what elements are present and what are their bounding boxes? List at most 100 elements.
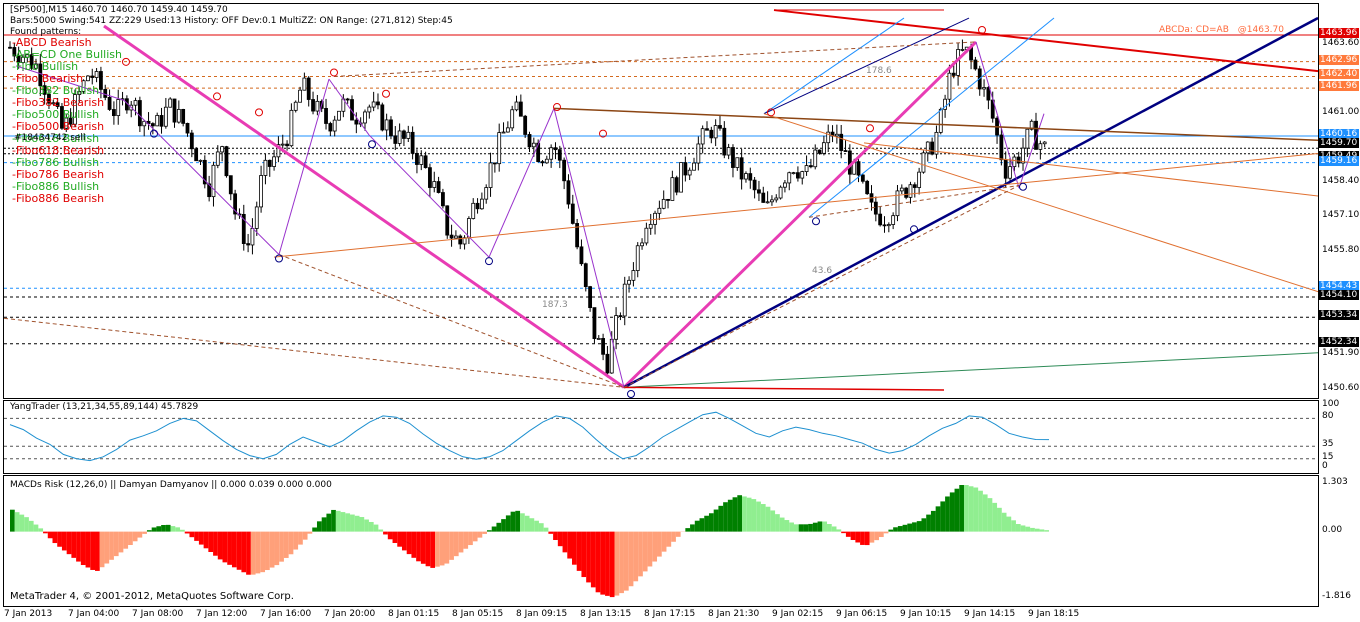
macd-bar bbox=[505, 515, 511, 532]
pivot-low-marker bbox=[1019, 182, 1027, 191]
zigzag-segment bbox=[328, 78, 370, 136]
macd-bar bbox=[33, 524, 39, 532]
price-level-tag: 1453.34 bbox=[1319, 310, 1359, 321]
candle-body bbox=[536, 142, 541, 163]
pivot-high-marker bbox=[382, 89, 390, 98]
time-tick-label: 9 Jan 10:15 bbox=[900, 609, 952, 619]
macd-bar bbox=[142, 531, 147, 534]
macd-bar bbox=[335, 510, 341, 532]
macd-bar bbox=[548, 531, 554, 534]
candle-body bbox=[181, 109, 186, 124]
candle-body bbox=[47, 93, 51, 104]
macd-bar bbox=[557, 531, 563, 547]
candle-body bbox=[194, 148, 199, 162]
candle-body bbox=[882, 224, 887, 227]
candle-body bbox=[302, 77, 307, 91]
candle-body bbox=[596, 338, 601, 340]
price-axis: 1463.60 1461.00 1458.40 1457.10 1455.80 1451.… bbox=[1318, 3, 1360, 397]
fib-43-label: 43.6 bbox=[812, 266, 833, 276]
macd-bar bbox=[926, 514, 931, 532]
chart-status-line: Bars:5000 Swing:541 ZZ:229 Used:13 Histo… bbox=[10, 16, 453, 26]
candle-body bbox=[687, 169, 692, 176]
candle-body bbox=[934, 131, 939, 155]
candle-body bbox=[337, 110, 341, 121]
macd-bar bbox=[869, 531, 875, 543]
trade-label: #18434742 sell bbox=[14, 133, 86, 143]
price-level-tag: 1459.70 bbox=[1319, 138, 1359, 149]
macd-bar bbox=[515, 510, 521, 532]
price-tick-label: 1461.00 bbox=[1322, 106, 1360, 117]
candle-body bbox=[501, 131, 506, 134]
macd-bar bbox=[383, 531, 388, 535]
price-level-tag: 1462.96 bbox=[1319, 54, 1359, 65]
candle-body bbox=[748, 173, 753, 181]
macd-bar bbox=[793, 524, 799, 532]
candle-body bbox=[912, 184, 917, 188]
pattern-label: -Fibo Bullish bbox=[12, 60, 79, 73]
price-tick-label: 1458.40 bbox=[1322, 175, 1360, 186]
macd-bar bbox=[954, 488, 960, 532]
fib-fan-line bbox=[623, 184, 1020, 388]
candle-body bbox=[683, 162, 688, 176]
candle-body bbox=[423, 155, 428, 169]
macd-bar bbox=[694, 520, 700, 532]
channel-line bbox=[763, 17, 905, 115]
pivot-low-marker bbox=[275, 254, 283, 263]
candle-body bbox=[843, 150, 848, 152]
macd-bar bbox=[619, 531, 624, 594]
candle-body bbox=[384, 119, 389, 131]
candle-body bbox=[263, 159, 268, 176]
macd-bar bbox=[945, 496, 950, 532]
candle-body bbox=[891, 215, 896, 225]
macd-bar bbox=[590, 531, 596, 588]
macd-bar bbox=[666, 531, 672, 547]
pattern-label: -Fibo Bearish bbox=[12, 72, 84, 85]
candle-body bbox=[345, 98, 350, 101]
price-level-tag: 1459.16 bbox=[1319, 155, 1359, 166]
price-chart-panel[interactable]: [SP500],M15 1460.70 1460.70 1459.40 1459… bbox=[3, 3, 1319, 399]
candle-body bbox=[860, 174, 865, 182]
macd-bar bbox=[827, 523, 832, 532]
price-tick-label: 1451.90 bbox=[1322, 348, 1360, 359]
macd-bar bbox=[213, 531, 218, 556]
candle-body bbox=[826, 131, 831, 144]
candle-body bbox=[644, 227, 649, 244]
macd-bar bbox=[71, 531, 77, 558]
macd-bar bbox=[194, 531, 199, 541]
macd-bar bbox=[293, 531, 299, 550]
macd-bar bbox=[1020, 525, 1026, 532]
macd-bar bbox=[61, 531, 67, 551]
macd-bar bbox=[817, 521, 823, 532]
candle-body bbox=[800, 171, 805, 179]
candle-body bbox=[112, 109, 116, 117]
candle-body bbox=[25, 54, 30, 58]
macd-panel[interactable]: MACDs Risk (12,26,0) || Damyan Damyanov … bbox=[3, 475, 1319, 607]
macd-bar bbox=[1001, 512, 1007, 532]
candle-body bbox=[315, 100, 320, 112]
macd-bar bbox=[699, 518, 705, 532]
price-level-tag: 1454.10 bbox=[1319, 290, 1359, 300]
candle-body bbox=[705, 128, 709, 131]
candle-body bbox=[527, 134, 532, 148]
candle-body bbox=[436, 181, 441, 193]
macd-bar bbox=[246, 531, 251, 575]
candle-body bbox=[791, 172, 796, 175]
candle-body bbox=[821, 142, 826, 154]
macd-bar bbox=[265, 531, 270, 571]
macd-bar bbox=[789, 522, 794, 532]
yangtrader-panel[interactable]: YangTrader (13,21,34,55,89,144) 45.7829 bbox=[3, 400, 1319, 474]
macd-bar bbox=[572, 531, 577, 565]
macd-bar bbox=[118, 531, 124, 553]
macd-bar bbox=[600, 531, 606, 595]
candle-body bbox=[778, 186, 783, 199]
candle-body bbox=[865, 180, 870, 195]
time-tick-label: 8 Jan 05:15 bbox=[452, 609, 504, 619]
candle-body bbox=[670, 177, 675, 201]
oscillator-tick-label: 0 bbox=[1322, 461, 1328, 471]
macd-bar bbox=[520, 513, 525, 532]
macd-bar bbox=[80, 531, 86, 566]
macd-bar bbox=[283, 531, 289, 558]
candle-body bbox=[380, 104, 385, 131]
candle-body bbox=[492, 162, 497, 165]
candle-body bbox=[42, 85, 47, 95]
